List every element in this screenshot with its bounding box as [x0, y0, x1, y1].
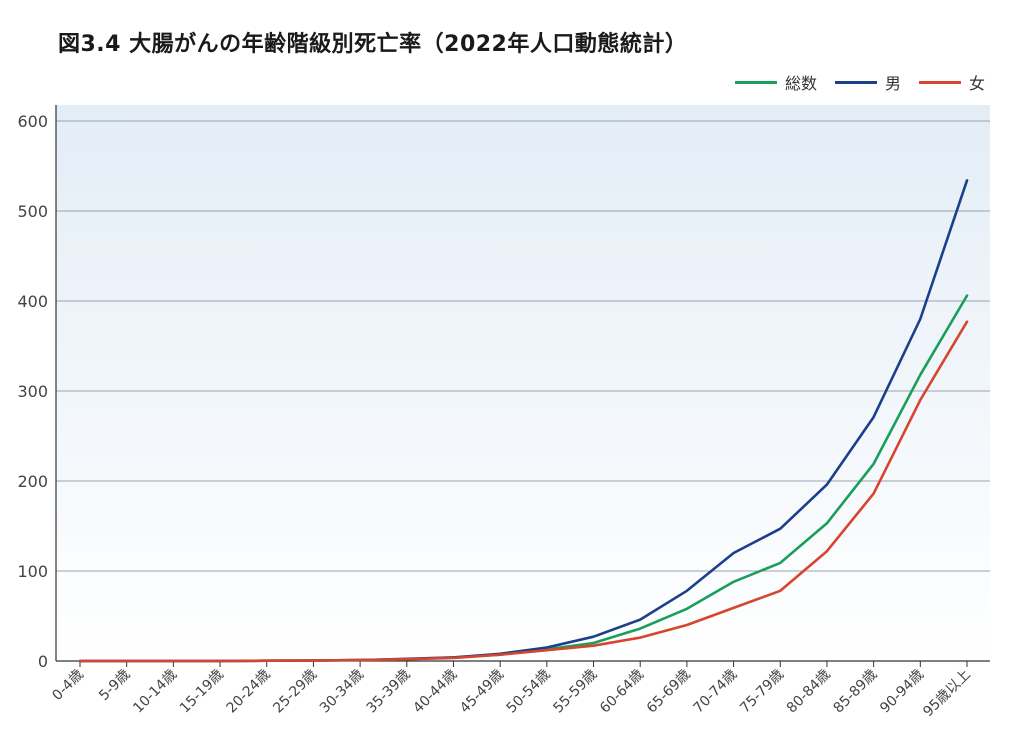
x-tick-label: 35-39歳 [364, 667, 414, 717]
x-tick-label: 25-29歳 [270, 667, 320, 717]
y-tick-label: 0 [38, 652, 48, 671]
chart-title: 図3.4 大腸がんの年齢階級別死亡率（2022年人口動態統計） [58, 32, 688, 57]
legend-swatch-total [734, 80, 777, 84]
y-tick-label: 400 [17, 292, 48, 311]
x-tick-label: 65-69歳 [644, 667, 694, 717]
x-tick-label: 0-4歳 [49, 667, 86, 704]
x-tick-label: 55-59歳 [550, 667, 600, 717]
x-tick-label: 40-44歳 [410, 667, 460, 717]
legend-label-female: 女 [968, 74, 985, 93]
legend-swatch-female [918, 80, 961, 84]
x-tick-label: 50-54歳 [504, 667, 554, 717]
legend-swatch-male [834, 80, 877, 84]
y-tick-label: 300 [17, 382, 48, 401]
grid-lines [56, 120, 990, 572]
legend-item-female: 女 [918, 70, 985, 94]
x-tick-label: 60-64歳 [597, 667, 647, 717]
series-line-2 [78, 320, 969, 663]
x-tick-label: 20-24歳 [224, 667, 274, 717]
y-tick-label: 100 [17, 562, 48, 581]
x-tick-label: 10-14歳 [130, 667, 180, 717]
x-tick-label: 30-34歳 [317, 667, 367, 717]
x-tick-label: 95歳以上 [920, 667, 974, 721]
x-tick-label: 85-89歳 [830, 667, 880, 717]
x-tick-label: 15-19歳 [177, 667, 227, 717]
y-tick-label: 200 [17, 472, 48, 491]
y-tick-label: 500 [17, 202, 48, 221]
plot-background [56, 105, 990, 661]
x-tick-label: 70-74歳 [690, 667, 740, 717]
legend-item-male: 男 [834, 70, 901, 94]
legend-label-total: 総数 [784, 74, 817, 93]
y-tick-label: 600 [17, 112, 48, 131]
series-lines [78, 179, 969, 663]
legend-label-male: 男 [884, 74, 901, 93]
legend: 総数 男 女 [734, 70, 985, 94]
x-axis-ticks: 0-4歳 5-9歳10-14歳15-19歳20-24歳25-29歳30-34歳35… [49, 661, 974, 721]
x-tick-label: 5-9歳 [96, 667, 133, 704]
x-tick-label: 75-79歳 [737, 667, 787, 717]
y-axis-ticks: 0 100 200 300 400 500 600 [17, 112, 48, 671]
x-tick-label: 45-49歳 [457, 667, 507, 717]
x-tick-label: 80-84歳 [784, 667, 834, 717]
legend-item-total: 総数 [734, 70, 817, 94]
